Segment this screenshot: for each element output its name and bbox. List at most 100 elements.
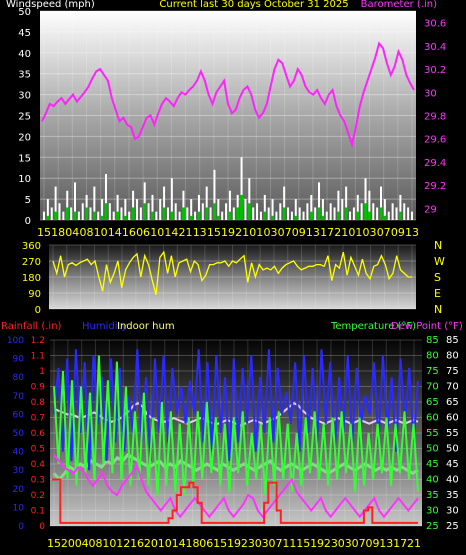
windspeed-axis-title: Windspeed (mph)	[6, 0, 95, 10]
gust-bar	[236, 207, 240, 220]
dewpoint-tick-label: 75	[446, 366, 459, 377]
humidity-axis-ticks: 0 10 20 30 40 50 60 70 80 90 100	[7, 336, 24, 532]
windspeed-bar	[54, 186, 57, 220]
windspeed-bar	[128, 211, 131, 220]
windspeed-tick-label: 45	[18, 28, 31, 39]
gust-bar	[143, 203, 147, 220]
gust-bar	[205, 207, 209, 220]
windspeed-bar	[411, 211, 413, 220]
rainfall-tick-label: 0.7	[31, 414, 45, 424]
windspeed-bar	[318, 182, 321, 220]
dewpoint-line	[53, 454, 419, 519]
gust-bar	[100, 215, 104, 220]
humidity-tick-label: 30	[13, 466, 25, 476]
direction-axis-ticks: 0 90 180 270 360	[22, 241, 41, 316]
windspeed-bar	[155, 211, 158, 220]
windspeed-bar	[403, 203, 406, 220]
windspeed-tick-label: 0	[25, 216, 31, 227]
climate-x-tick-label: 11	[282, 537, 296, 550]
windspeed-bar	[225, 203, 228, 220]
temperature-tick-label: 80	[426, 351, 439, 362]
legend-indoor-hum: Indoor hum	[117, 321, 175, 332]
gust-bar	[364, 203, 368, 220]
windspeed-bars	[43, 157, 413, 220]
windspeed-bar	[104, 174, 107, 220]
windspeed-bar	[333, 207, 336, 220]
humidity-tick-label: 50	[13, 429, 25, 439]
humidity-tick-label: 80	[13, 373, 25, 383]
barometer-tick-label: 30.6	[424, 19, 446, 30]
barometer-tick-label: 30	[424, 88, 437, 99]
wind-x-tick-label: 08	[79, 226, 93, 239]
temperature-tick-label: 50	[426, 444, 439, 455]
climate-x-tick-label: 16	[130, 537, 144, 550]
climate-x-tick-label: 15	[47, 537, 61, 550]
gust-bar	[216, 215, 220, 220]
windspeed-bar	[73, 182, 76, 220]
gust-bar	[150, 211, 154, 220]
windspeed-bar	[147, 203, 150, 220]
gust-bar	[344, 207, 348, 220]
climate-x-tick-label: 07	[269, 537, 283, 550]
rainfall-tick-label: 0.9	[31, 383, 46, 393]
wind-panel-background	[40, 11, 416, 220]
barometer-axis-title: Barometer (.in)	[361, 0, 437, 10]
windspeed-bar	[387, 211, 390, 220]
wind-x-tick-label: 14	[164, 226, 178, 239]
windspeed-bar	[97, 211, 100, 220]
humidity-tick-label: 10	[13, 503, 25, 513]
windspeed-bar	[372, 203, 375, 220]
gust-bar	[379, 207, 383, 220]
humidity-tick-label: 20	[13, 485, 25, 495]
windspeed-bar	[368, 190, 371, 220]
temperature-tick-label: 85	[426, 335, 439, 346]
humidity-tick-label: 100	[7, 336, 24, 346]
wind-x-tick-label: 07	[278, 226, 292, 239]
windspeed-bar	[306, 203, 309, 220]
windspeed-bar	[43, 211, 45, 220]
temperature-tick-label: 65	[426, 397, 439, 408]
dewpoint-tick-label: 85	[446, 335, 459, 346]
rainfall-tick-label: 1.2	[31, 336, 45, 346]
windspeed-bar	[360, 203, 363, 220]
wind-x-tick-label: 10	[150, 226, 164, 239]
climate-x-tick-label: 23	[241, 537, 255, 550]
barometer-tick-label: 29.2	[424, 181, 446, 192]
windspeed-bar	[174, 203, 177, 220]
windspeed-bar	[143, 182, 146, 220]
barometer-line	[41, 41, 415, 149]
wind-x-tick-label: 16	[122, 226, 136, 239]
windspeed-bar	[108, 203, 111, 220]
gust-bars	[46, 194, 402, 220]
windspeed-bar	[364, 178, 367, 220]
gust-bar	[189, 215, 193, 220]
windspeed-bar	[321, 199, 324, 220]
windspeed-bar	[186, 207, 189, 220]
climate-x-tick-label: 03	[255, 537, 269, 550]
temperature-tick-label: 55	[426, 428, 439, 439]
windspeed-bar	[283, 186, 286, 220]
windspeed-bar	[194, 211, 197, 220]
rainfall-tick-label: 0.1	[31, 507, 45, 517]
climate-x-tick-label: 19	[310, 537, 324, 550]
windspeed-bar	[81, 203, 84, 220]
wind-x-tick-label: 13	[193, 226, 207, 239]
windspeed-bar	[170, 178, 173, 220]
windspeed-bar	[116, 194, 119, 220]
wind-x-tick-label: 21	[179, 226, 193, 239]
windspeed-bar	[120, 207, 123, 220]
dewpoint-tick-label: 30	[446, 506, 459, 517]
direction-tick-label: 90	[28, 289, 41, 300]
windspeed-tick-label: 5	[25, 195, 31, 206]
barometer-tick-label: 30.4	[424, 42, 446, 53]
windspeed-bar	[46, 199, 49, 220]
windspeed-bar	[50, 207, 53, 220]
rainfall-tick-label: 0	[39, 522, 45, 532]
windspeed-bar	[310, 194, 313, 220]
gust-bar	[367, 211, 371, 220]
wind-x-tick-label: 13	[405, 226, 419, 239]
windspeed-bar	[337, 190, 340, 220]
windspeed-bar	[197, 194, 200, 220]
windspeed-bar	[407, 207, 410, 220]
climate-x-tick-label: 04	[75, 537, 89, 550]
